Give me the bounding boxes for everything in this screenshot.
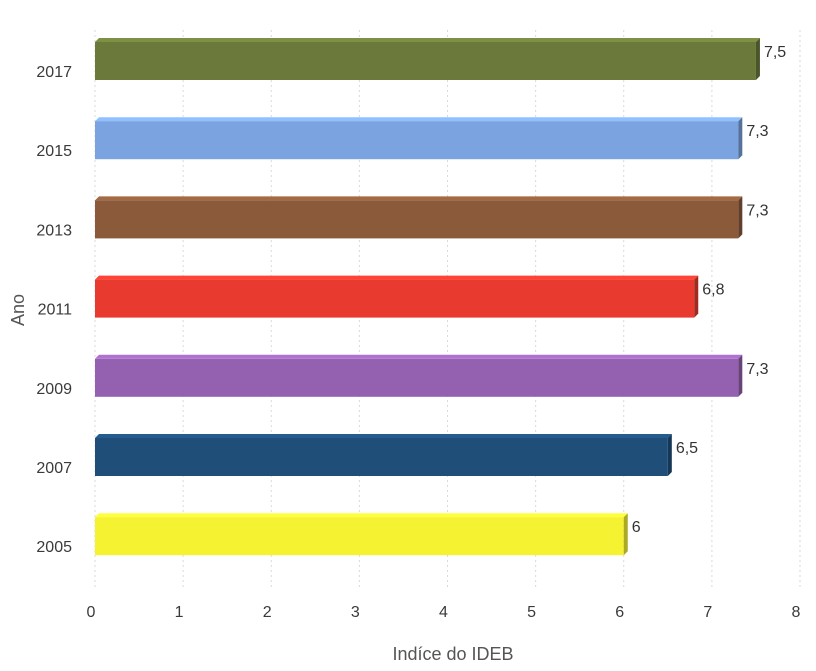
bar-2013	[95, 200, 739, 239]
bar-2007	[95, 438, 668, 476]
y-tick-label: 2009	[36, 381, 72, 398]
y-tick-label: 2015	[36, 143, 72, 160]
value-label: 7,3	[746, 361, 768, 378]
labels: 0 1 2 3 4 5 6 7 8 2017 7,5 2015 7,3 2013 7,3 2011 6,8 200…	[36, 44, 800, 621]
bar-2011	[95, 279, 695, 318]
x-tick-label: 0	[87, 604, 96, 621]
value-label: 7,3	[746, 202, 768, 219]
bar-top-face	[95, 117, 743, 122]
bar-2015	[95, 121, 739, 160]
value-label: 6,8	[702, 282, 724, 299]
bar-side-face	[738, 196, 743, 239]
bar-top-face	[95, 434, 672, 438]
bar-side-face	[667, 434, 672, 476]
bar-side-face	[738, 354, 743, 397]
x-tick-label: 2	[263, 604, 272, 621]
x-tick-label: 8	[792, 604, 801, 621]
y-tick-label: 2005	[36, 539, 72, 556]
bar-side-face	[738, 117, 743, 160]
bar-2017	[95, 42, 756, 80]
value-label: 6	[632, 519, 641, 536]
x-tick-label: 7	[703, 604, 712, 621]
value-label: 6,5	[676, 440, 698, 457]
bar-side-face	[755, 38, 760, 80]
x-tick-label: 6	[615, 604, 624, 621]
bar-top-face	[95, 513, 628, 518]
y-tick-label: 2011	[38, 302, 73, 319]
bar-side-face	[694, 275, 699, 318]
bar-top-face	[95, 196, 743, 201]
x-tick-label: 3	[351, 604, 360, 621]
bar-2005	[95, 517, 624, 556]
y-tick-label: 2007	[36, 460, 72, 477]
value-label: 7,5	[764, 44, 786, 61]
y-tick-label: 2013	[36, 222, 72, 239]
bar-top-face	[95, 275, 699, 280]
x-tick-label: 1	[175, 604, 184, 621]
y-axis-title: Ano	[8, 294, 28, 326]
bars	[95, 38, 760, 556]
x-axis-title: Indíce do IDEB	[392, 644, 513, 664]
bar-2009	[95, 358, 739, 397]
x-tick-label: 4	[439, 604, 448, 621]
x-tick-label: 5	[527, 604, 536, 621]
bar-side-face	[623, 513, 628, 556]
value-label: 7,3	[746, 123, 768, 140]
bar-top-face	[95, 354, 743, 359]
bar-top-face	[95, 38, 760, 42]
y-tick-label: 2017	[36, 64, 72, 81]
